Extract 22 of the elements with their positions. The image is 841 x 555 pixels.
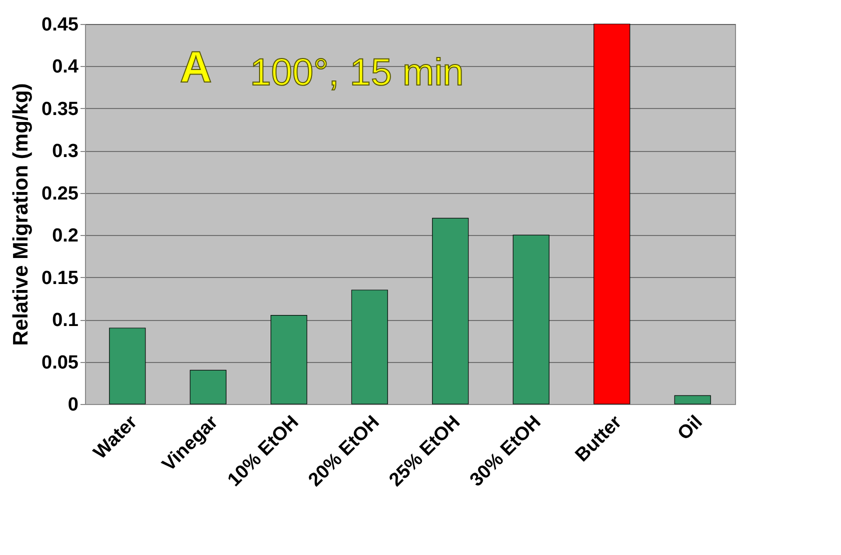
y-tick-label: 0.35 <box>42 98 79 120</box>
bar <box>190 370 226 404</box>
y-tick-label: 0.4 <box>52 56 79 78</box>
bar <box>351 290 388 404</box>
y-tick-label: 0.45 <box>42 14 79 36</box>
y-tick-label: 0.05 <box>42 352 79 374</box>
annotation: 100°, 15 min <box>250 52 464 94</box>
bar <box>432 218 469 404</box>
y-tick-label: 0.25 <box>42 183 79 204</box>
y-tick-label: 0.1 <box>52 310 79 332</box>
y-tick-label: 0.3 <box>52 141 78 162</box>
y-tick-label: 0 <box>68 394 78 416</box>
bar <box>109 328 146 404</box>
x-tick-label: Oil <box>674 412 707 445</box>
y-tick-label: 0.15 <box>42 268 79 289</box>
bar <box>270 315 308 404</box>
bar <box>674 395 711 404</box>
bar <box>594 24 630 404</box>
y-tick-label: 0.2 <box>52 226 78 247</box>
y-axis-title: Relative Migration (mg/kg) <box>10 83 33 346</box>
annotation: A <box>180 43 212 92</box>
bar <box>512 234 550 404</box>
